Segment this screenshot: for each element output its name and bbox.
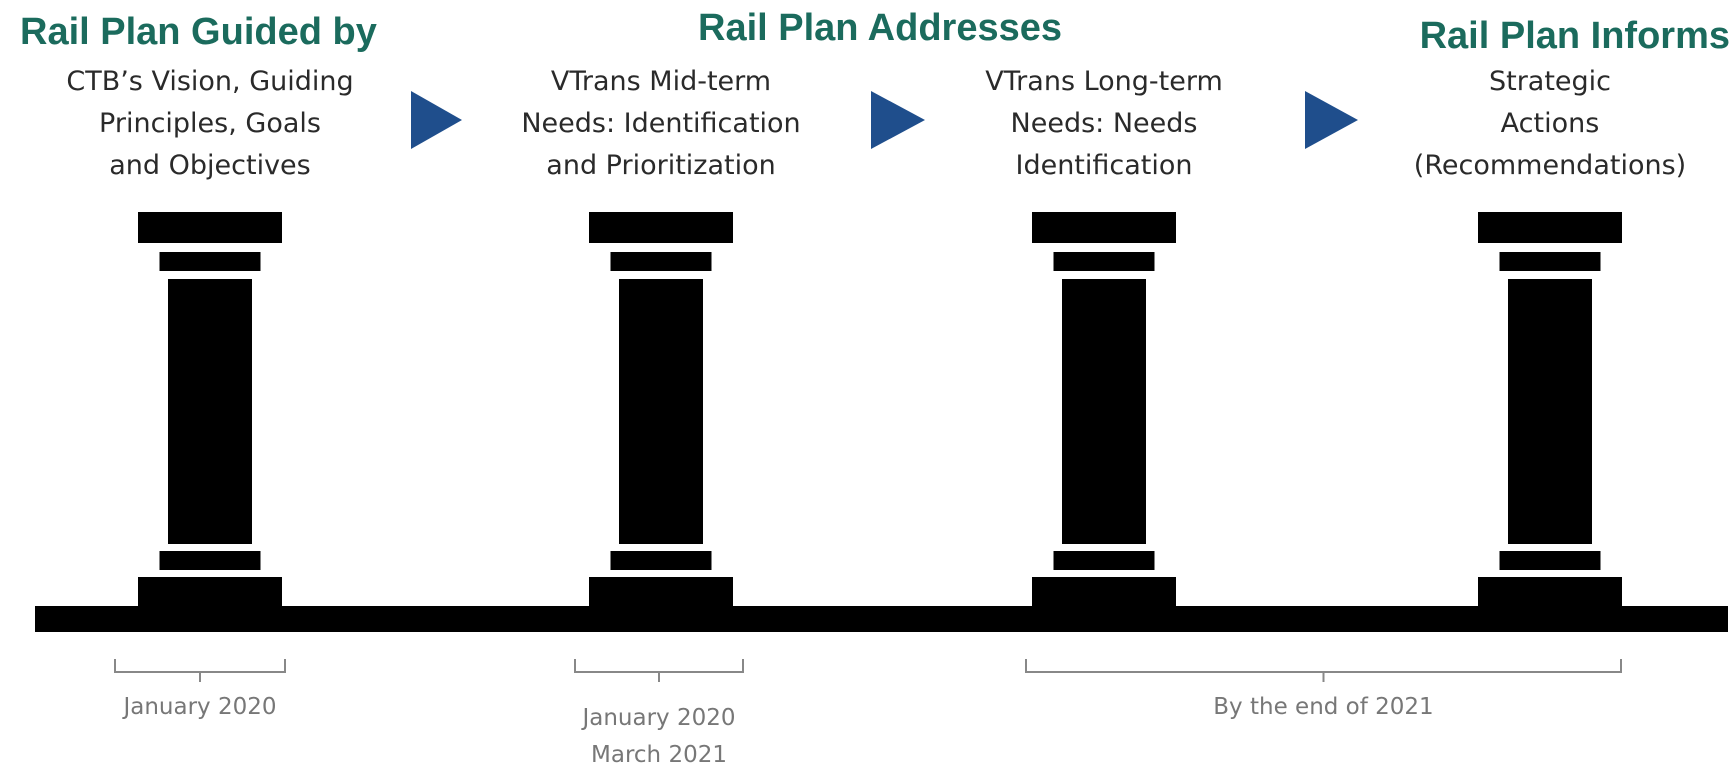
pillar-text: Actions (1501, 108, 1600, 139)
pillar-text: Needs: Identification (521, 108, 800, 139)
pillar-text: VTrans Long-term (985, 66, 1223, 97)
pillar-part (1499, 252, 1601, 271)
pillar-part (610, 551, 712, 570)
pillar-part (138, 577, 282, 607)
pillar-part (619, 279, 703, 544)
arrow (411, 91, 462, 149)
pillar-part (159, 551, 261, 570)
pillar-text: and Objectives (109, 150, 310, 181)
pillar-part (589, 212, 733, 243)
pillar-part (159, 252, 261, 271)
pillar-part (1062, 279, 1146, 544)
pillar-text: Strategic (1489, 66, 1611, 97)
pillar-text: Principles, Goals (99, 108, 321, 139)
arrow (1305, 91, 1358, 149)
bracket (574, 659, 744, 682)
pillar-part (1053, 551, 1155, 570)
bracket (114, 659, 286, 682)
pillar-part (589, 577, 733, 607)
pillar-text: VTrans Mid-term (551, 66, 771, 97)
pillar-part (1032, 212, 1176, 243)
pillar-text: (Recommendations) (1414, 150, 1686, 181)
arrow (871, 91, 925, 149)
pillar-text: Needs: Needs (1011, 108, 1198, 139)
pillar-part (1478, 212, 1622, 243)
timeline-label: January 2020 (121, 694, 276, 720)
pillar-text: CTB’s Vision, Guiding (66, 66, 353, 97)
pillar-text: Identification (1015, 150, 1192, 181)
header: Rail Plan Informs (1420, 15, 1730, 57)
timeline-label: January 2020 (580, 705, 735, 731)
pillar-part (1508, 279, 1592, 544)
pillar-part (610, 252, 712, 271)
header: Rail Plan Addresses (698, 7, 1062, 49)
pillar-part (1053, 252, 1155, 271)
pillar-part (1499, 551, 1601, 570)
base-line (35, 606, 1728, 632)
pillar-part (1032, 577, 1176, 607)
pillar-part (1478, 577, 1622, 607)
pillar-part (138, 212, 282, 243)
bracket (1025, 659, 1622, 682)
timeline-label: March 2021 (591, 742, 727, 765)
timeline-label: By the end of 2021 (1213, 694, 1433, 720)
pillar-part (168, 279, 252, 544)
header: Rail Plan Guided by (20, 11, 377, 53)
pillar-text: and Prioritization (546, 150, 775, 181)
